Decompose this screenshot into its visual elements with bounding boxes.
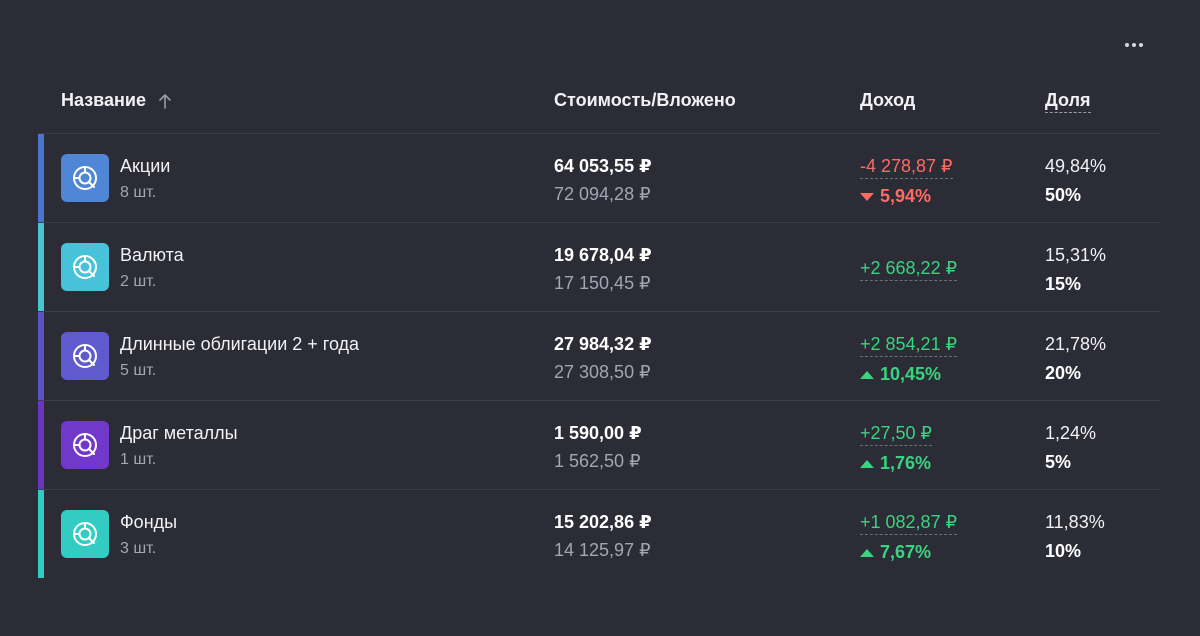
row-count: 2 шт. (120, 273, 157, 290)
table-row[interactable]: Акции 8 шт. 64 053,55 ₽ 72 094,28 ₽ -4 278,8… (38, 134, 1160, 223)
increase-arrow-icon (860, 459, 874, 468)
portfolio-icon (73, 344, 97, 368)
row-count: 3 шт. (120, 540, 157, 557)
more-dot-icon (1125, 43, 1129, 47)
row-income-percent-value: 7,67% (880, 542, 932, 562)
row-share: 21,78% (1045, 334, 1107, 354)
row-accent-bar (38, 401, 44, 489)
row-income-percent-value: 1,76% (880, 453, 932, 473)
row-name[interactable]: Валюта (120, 245, 184, 265)
row-value: 1 590,00 ₽ (554, 423, 642, 443)
row-count: 5 шт. (120, 362, 157, 379)
row-target-share: 20% (1045, 363, 1082, 383)
more-dot-icon (1139, 43, 1143, 47)
table-row[interactable]: Фонды 3 шт. 15 202,86 ₽ 14 125,97 ₽ +1 082,8… (38, 490, 1160, 578)
row-icon (61, 421, 109, 469)
table-body: Акции 8 шт. 64 053,55 ₽ 72 094,28 ₽ -4 278,8… (38, 134, 1160, 578)
row-accent-bar (38, 490, 44, 578)
row-count: 8 шт. (120, 184, 157, 201)
row-value: 15 202,86 ₽ (554, 512, 652, 532)
row-value: 64 053,55 ₽ (554, 156, 652, 176)
row-name[interactable]: Драг металлы (120, 423, 238, 443)
row-share: 1,24% (1045, 423, 1097, 443)
more-options-button[interactable] (1118, 34, 1150, 56)
column-header-value[interactable]: Стоимость/Вложено (554, 90, 736, 110)
row-accent-bar (38, 312, 44, 400)
row-icon (61, 154, 109, 202)
table-row[interactable]: Валюта 2 шт. 19 678,04 ₽ 17 150,45 ₽ +2 668,… (38, 223, 1160, 312)
row-income-percent: 1,76% (860, 453, 931, 474)
row-income[interactable]: -4 278,87 ₽ (860, 156, 953, 179)
sort-ascending-icon[interactable] (158, 93, 172, 109)
column-header-name-label: Название (61, 90, 146, 110)
row-share: 11,83% (1045, 512, 1105, 532)
row-target-share: 5% (1045, 452, 1072, 472)
portfolio-icon (73, 255, 97, 279)
more-dot-icon (1132, 43, 1136, 47)
row-target-share: 10% (1045, 541, 1082, 561)
row-income[interactable]: +2 854,21 ₽ (860, 334, 958, 357)
row-value: 27 984,32 ₽ (554, 334, 652, 354)
table-row[interactable]: Длинные облигации 2 + года 5 шт. 27 984,32… (38, 312, 1160, 401)
row-share: 49,84% (1045, 156, 1107, 176)
row-value: 19 678,04 ₽ (554, 245, 652, 265)
row-name[interactable]: Фонды (120, 512, 178, 532)
portfolio-table: Название Стоимость/Вложено Доход Доля Ак… (38, 82, 1160, 578)
row-icon (61, 332, 109, 380)
row-income-percent-value: 10,45% (880, 364, 942, 384)
row-name[interactable]: Длинные облигации 2 + года (120, 334, 360, 354)
column-header-share[interactable]: Доля (1045, 90, 1091, 113)
table-row[interactable]: Драг металлы 1 шт. 1 590,00 ₽ 1 562,50 ₽ +27… (38, 401, 1160, 490)
row-income-percent: 10,45% (860, 364, 941, 385)
row-count: 1 шт. (120, 451, 157, 468)
row-invested: 1 562,50 ₽ (554, 451, 641, 471)
column-header-income[interactable]: Доход (860, 90, 916, 110)
row-invested: 27 308,50 ₽ (554, 362, 651, 382)
row-income-percent: 7,67% (860, 542, 931, 563)
row-income-percent-value: 5,94% (880, 186, 932, 206)
portfolio-icon (73, 522, 97, 546)
row-name[interactable]: Акции (120, 156, 171, 176)
portfolio-icon (73, 166, 97, 190)
table-header: Название Стоимость/Вложено Доход Доля (38, 82, 1160, 134)
row-target-share: 15% (1045, 274, 1082, 294)
row-income-percent: 5,94% (860, 186, 931, 207)
row-income[interactable]: +2 668,22 ₽ (860, 258, 958, 281)
row-invested: 14 125,97 ₽ (554, 540, 651, 560)
decrease-arrow-icon (860, 192, 874, 201)
row-accent-bar (38, 223, 44, 311)
row-invested: 17 150,45 ₽ (554, 273, 651, 293)
portfolio-icon (73, 433, 97, 457)
row-invested: 72 094,28 ₽ (554, 184, 651, 204)
row-accent-bar (38, 134, 44, 222)
increase-arrow-icon (860, 548, 874, 557)
row-target-share: 50% (1045, 185, 1082, 205)
row-icon (61, 510, 109, 558)
column-header-name[interactable]: Название (61, 90, 172, 111)
increase-arrow-icon (860, 370, 874, 379)
row-icon (61, 243, 109, 291)
row-income[interactable]: +1 082,87 ₽ (860, 512, 958, 535)
row-income[interactable]: +27,50 ₽ (860, 423, 933, 446)
row-share: 15,31% (1045, 245, 1107, 265)
